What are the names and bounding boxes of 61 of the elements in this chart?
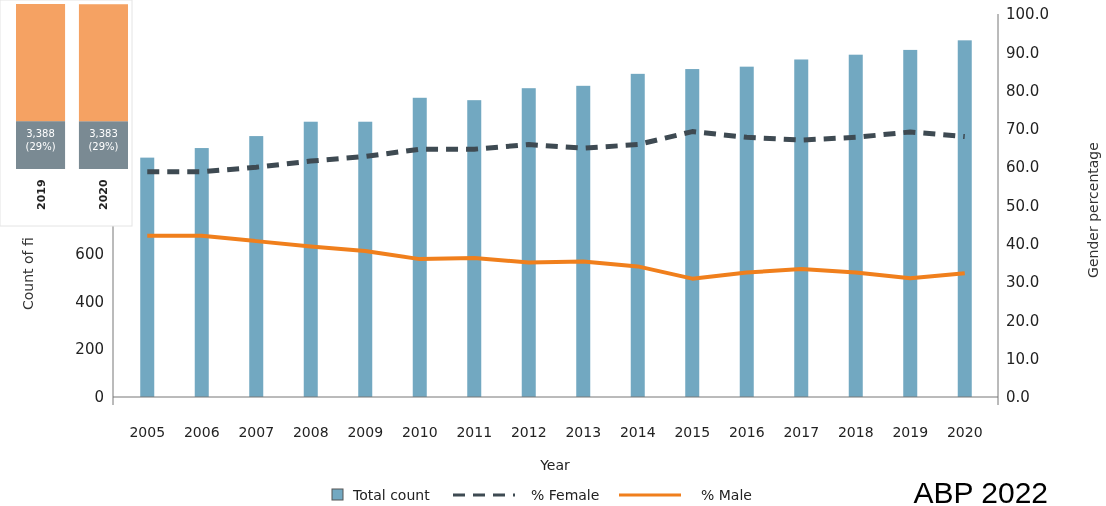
x-tick-label: 2017 [783,424,820,440]
x-tick-label: 2010 [401,424,438,440]
text: ABP 2022 [913,476,1048,506]
y2-tick-label: 0.0 [1006,388,1030,407]
y-tick-label: 0 [94,388,104,407]
x-tick-label: 2005 [129,424,166,440]
bar [848,54,863,397]
x-tick-label: 2015 [674,424,711,440]
y2-axis-title: Gender percentage [1085,142,1101,278]
x-tick-label: 2020 [946,424,983,440]
x-tick-label: 2016 [728,424,765,440]
y-tick-label: 200 [75,340,104,359]
bar [249,136,264,397]
x-tick-label: 2008 [292,424,329,440]
y2-tick-label: 20.0 [1006,311,1040,330]
x-tick-label: 2019 [892,424,929,440]
data-label: 3,388 (29%) [25,128,56,152]
bar [794,59,809,397]
x-tick-label: 2012 [510,424,547,440]
line-series [145,233,967,281]
bar [576,85,591,397]
bar [412,97,427,397]
y-axis-title: Count of fi [20,237,36,310]
y2-tick-label: 80.0 [1006,81,1040,100]
data-label: 3,383 (29%) [88,128,119,152]
x-tick-label: 2019 [34,179,48,210]
bar [685,69,700,397]
y2-tick-label: 10.0 [1006,349,1040,368]
y2-tick-label: 50.0 [1006,196,1040,215]
y2-tick-label: 30.0 [1006,273,1040,292]
x-tick-label: 2020 [97,179,111,210]
legend-label: % Female [531,487,600,503]
bar [140,157,155,397]
y2-tick-label: 90.0 [1006,43,1040,62]
bar [630,73,645,397]
x-axis-title: Year [539,457,571,473]
bar [957,40,972,397]
bar [16,4,66,122]
bar [521,88,536,397]
x-tick-label: 2009 [347,424,384,440]
bar [194,148,209,397]
x-tick-label: 2018 [837,424,874,440]
bar [358,121,373,397]
bar [467,100,482,397]
y2-tick-label: 60.0 [1006,158,1040,177]
x-tick-label: 2014 [619,424,656,440]
bar [78,4,128,122]
x-tick-label: 2013 [565,424,602,440]
y2-tick-label: 70.0 [1006,120,1040,139]
legend-label: % Male [701,487,752,503]
y2-tick-label: 100.0 [1006,5,1049,24]
bar [903,49,918,397]
x-tick-label: 2011 [456,424,493,440]
y-tick-label: 400 [75,292,104,311]
y-tick-label: 600 [75,244,104,263]
x-tick-label: 2006 [183,424,220,440]
bar [739,66,754,397]
x-tick-label: 2007 [238,424,275,440]
bar [303,121,318,397]
y2-tick-label: 40.0 [1006,235,1040,254]
legend-label: Total count [352,487,431,503]
